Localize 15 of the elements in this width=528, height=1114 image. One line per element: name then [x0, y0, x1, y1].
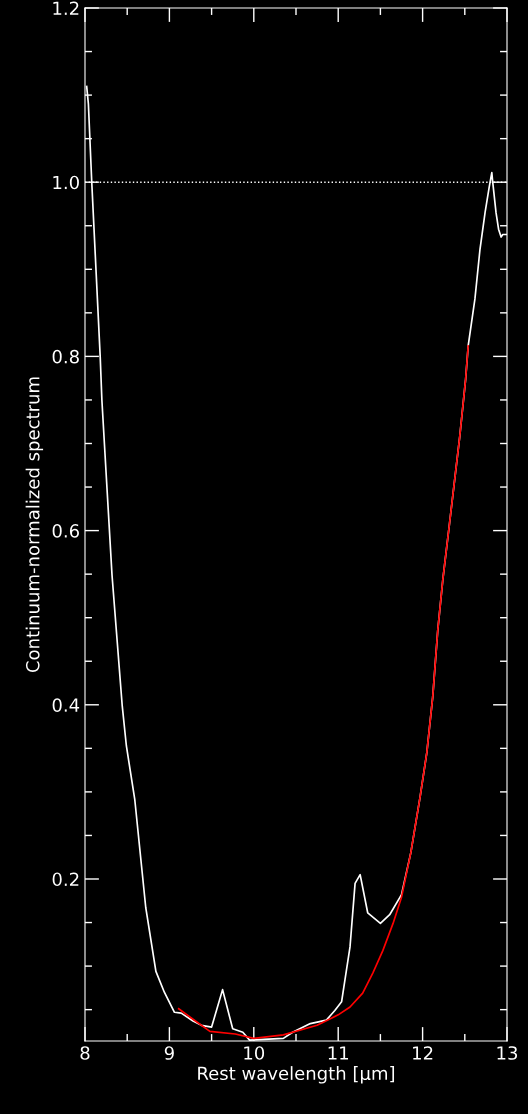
x-tick-label: 8 — [80, 1046, 90, 1060]
y-axis-title: Continuum-normalized spectrum — [25, 377, 44, 673]
y-tick-label: 0.8 — [52, 349, 79, 364]
x-tick-label: 11 — [328, 1046, 349, 1060]
x-axis-title: Rest wavelength [μm] — [198, 1066, 395, 1084]
y-tick-label: 1.0 — [53, 175, 79, 190]
y-tick-label: 0.4 — [52, 698, 80, 712]
y-tick-label: 0.6 — [52, 524, 79, 538]
x-tick-label: 13 — [497, 1046, 518, 1060]
y-tick-label: 0.2 — [52, 872, 79, 887]
x-tick-label: 9 — [164, 1046, 174, 1060]
x-tick-label: 12 — [413, 1046, 433, 1060]
x-tick-label: 10 — [244, 1046, 265, 1060]
y-tick-label: 1.2 — [53, 1, 79, 15]
line-series — [177, 345, 470, 1040]
